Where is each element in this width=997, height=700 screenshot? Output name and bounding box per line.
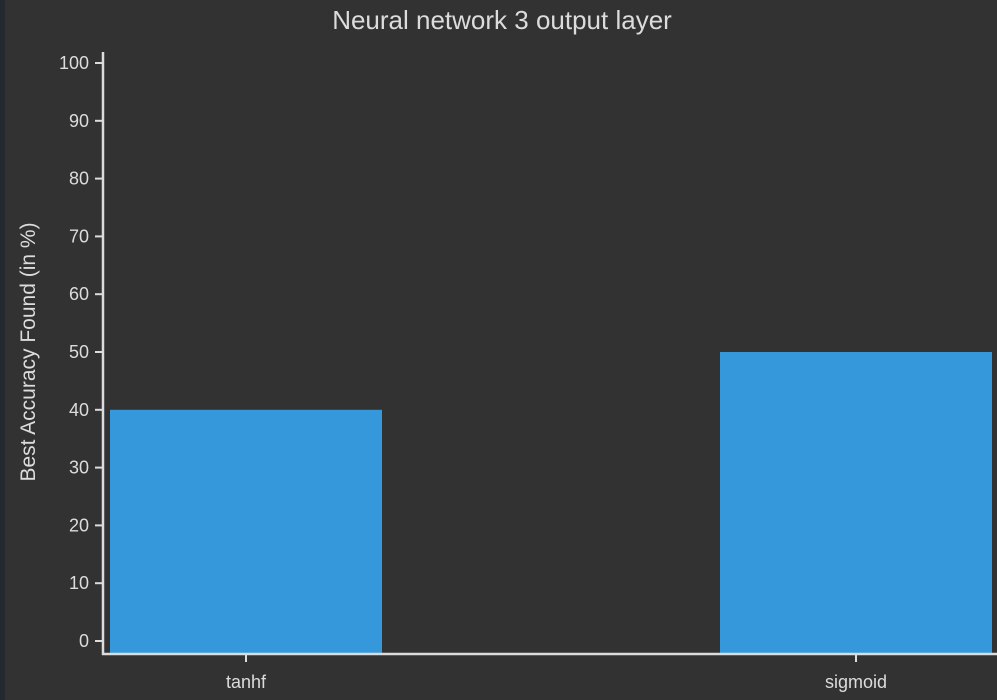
y-ticks: 0 10 20 30 40 50 60 70 80 90 100 bbox=[59, 53, 103, 651]
window-edge bbox=[0, 0, 5, 700]
bar-sigmoid bbox=[720, 352, 992, 654]
y-tick-label: 20 bbox=[69, 515, 89, 535]
bars-layer bbox=[110, 352, 992, 654]
axes-layer bbox=[101, 52, 997, 656]
bar-tanhf bbox=[110, 409, 382, 654]
y-tick-label: 70 bbox=[69, 226, 89, 246]
y-axis-label: Best Accuracy Found (in %) bbox=[17, 222, 40, 481]
y-tick-label: 40 bbox=[69, 400, 89, 420]
y-tick-label: 90 bbox=[69, 111, 89, 131]
y-tick-label: 0 bbox=[79, 631, 89, 651]
y-tick-label: 60 bbox=[69, 284, 89, 304]
y-tick-label: 30 bbox=[69, 458, 89, 478]
x-tick-label: tanhf bbox=[226, 672, 267, 692]
y-tick-label: 10 bbox=[69, 573, 89, 593]
y-tick-label: 50 bbox=[69, 342, 89, 362]
y-tick-label: 80 bbox=[69, 169, 89, 189]
x-ticks: tanhf sigmoid bbox=[226, 654, 887, 692]
chart-title: Neural network 3 output layer bbox=[332, 5, 672, 35]
y-tick-label: 100 bbox=[59, 53, 89, 73]
x-tick-label: sigmoid bbox=[825, 672, 887, 692]
